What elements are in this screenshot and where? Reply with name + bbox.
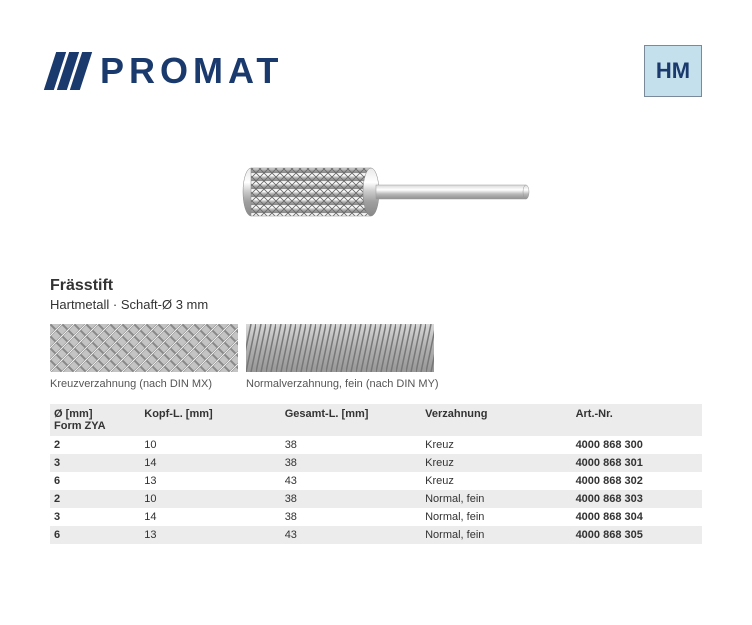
product-illustration: [50, 157, 702, 227]
table-row: 2 10 38 Normal, fein 4000 868 303: [50, 490, 702, 508]
table-row: 6 13 43 Normal, fein 4000 868 305: [50, 526, 702, 544]
cell-article-number: 4000 868 302: [572, 472, 702, 490]
header-toothing: Verzahnung: [421, 404, 571, 436]
cell-diameter: 3: [50, 454, 140, 472]
spec-table: Ø [mm] Form ZYA Kopf-L. [mm] Gesamt-L. […: [50, 404, 702, 544]
cell-total-length: 38: [281, 454, 421, 472]
cell-total-length: 43: [281, 526, 421, 544]
cell-total-length: 43: [281, 472, 421, 490]
table-row: 3 14 38 Normal, fein 4000 868 304: [50, 508, 702, 526]
header-diameter: Ø [mm] Form ZYA: [50, 404, 140, 436]
header: PROMAT HM: [50, 45, 702, 97]
pattern-label-cross: Kreuzverzahnung (nach DIN MX): [50, 378, 238, 390]
page-container: PROMAT HM: [0, 0, 752, 574]
cell-article-number: 4000 868 303: [572, 490, 702, 508]
cell-head-length: 14: [140, 454, 280, 472]
table-header-row: Ø [mm] Form ZYA Kopf-L. [mm] Gesamt-L. […: [50, 404, 702, 436]
cell-head-length: 10: [140, 490, 280, 508]
cell-toothing: Kreuz: [421, 436, 571, 454]
header-head-length: Kopf-L. [mm]: [140, 404, 280, 436]
header-article-number: Art.-Nr.: [572, 404, 702, 436]
brand-name: PROMAT: [100, 50, 283, 92]
cell-head-length: 13: [140, 526, 280, 544]
brand-logo: PROMAT: [50, 50, 283, 92]
cell-diameter: 2: [50, 436, 140, 454]
header-dia-text: Ø [mm]: [54, 408, 136, 420]
cell-total-length: 38: [281, 490, 421, 508]
cell-total-length: 38: [281, 508, 421, 526]
table-row: 2 10 38 Kreuz 4000 868 300: [50, 436, 702, 454]
cell-article-number: 4000 868 300: [572, 436, 702, 454]
cell-article-number: 4000 868 304: [572, 508, 702, 526]
cell-head-length: 14: [140, 508, 280, 526]
cell-diameter: 2: [50, 490, 140, 508]
cell-article-number: 4000 868 301: [572, 454, 702, 472]
cell-toothing: Normal, fein: [421, 508, 571, 526]
cell-head-length: 10: [140, 436, 280, 454]
cell-toothing: Normal, fein: [421, 526, 571, 544]
pattern-label-normal: Normalverzahnung, fein (nach DIN MY): [246, 378, 496, 390]
cell-toothing: Normal, fein: [421, 490, 571, 508]
header-total-length: Gesamt-L. [mm]: [281, 404, 421, 436]
cell-total-length: 38: [281, 436, 421, 454]
rotary-burr-icon: [216, 157, 536, 227]
subtitle-shaft: Schaft-Ø 3 mm: [121, 297, 208, 312]
normal-tooth-pattern-icon: [246, 324, 434, 372]
product-subtitle: Hartmetall · Schaft-Ø 3 mm: [50, 297, 702, 312]
table-row: 6 13 43 Kreuz 4000 868 302: [50, 472, 702, 490]
material-badge: HM: [644, 45, 702, 97]
cell-toothing: Kreuz: [421, 454, 571, 472]
product-title: Frässtift: [50, 277, 702, 295]
pattern-labels: Kreuzverzahnung (nach DIN MX) Normalverz…: [50, 378, 702, 390]
title-section: Frässtift Hartmetall · Schaft-Ø 3 mm: [50, 277, 702, 312]
table-body: 2 10 38 Kreuz 4000 868 300 3 14 38 Kreuz…: [50, 436, 702, 544]
cell-diameter: 3: [50, 508, 140, 526]
cell-head-length: 13: [140, 472, 280, 490]
cell-toothing: Kreuz: [421, 472, 571, 490]
table-row: 3 14 38 Kreuz 4000 868 301: [50, 454, 702, 472]
cell-article-number: 4000 868 305: [572, 526, 702, 544]
header-form-text: Form ZYA: [54, 420, 136, 432]
cell-diameter: 6: [50, 526, 140, 544]
subtitle-separator: ·: [109, 297, 121, 312]
cross-tooth-pattern-icon: [50, 324, 238, 372]
cell-diameter: 6: [50, 472, 140, 490]
pattern-samples: [50, 324, 702, 372]
subtitle-material: Hartmetall: [50, 297, 109, 312]
logo-bars-icon: [50, 52, 86, 90]
